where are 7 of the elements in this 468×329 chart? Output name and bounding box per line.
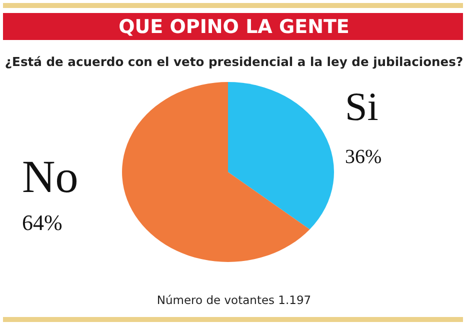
slice-label: No <box>22 151 78 202</box>
data-label: 36% <box>345 146 382 168</box>
data-label: 64% <box>22 210 62 235</box>
text: Número de votantes 1.197 <box>156 293 312 307</box>
slice-label: Si <box>345 84 378 129</box>
chart-title: QUE OPINO LA GENTE <box>118 16 350 38</box>
chart-subtitle: ¿Está de acuerdo con el veto presidencial a la ley de jubilaciones? <box>4 55 464 69</box>
